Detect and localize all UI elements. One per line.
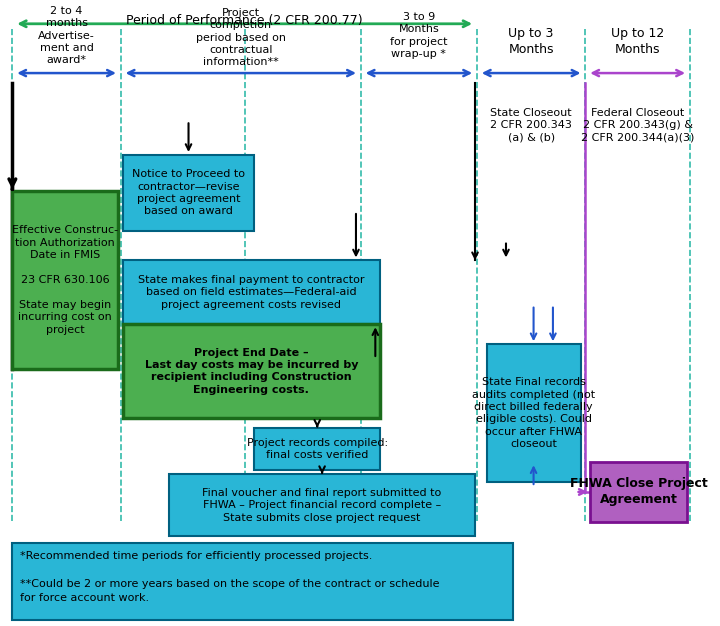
Bar [169,475,475,536]
Text: Notice to Proceed to
contractor—revise
project agreement
based on award: Notice to Proceed to contractor—revise p… [132,169,245,217]
Text: State Closeout
2 CFR 200.343
(a) & (b): State Closeout 2 CFR 200.343 (a) & (b) [490,108,572,143]
Text: Effective Construc-
tion Authorization
Date in FMIS

23 CFR 630.106

State may b: Effective Construc- tion Authorization D… [12,225,118,335]
Text: *Recommended time periods for efficiently processed projects.

**Could be 2 or m: *Recommended time periods for efficientl… [20,551,440,603]
Text: Project records compiled:
final costs verified: Project records compiled: final costs ve… [247,438,388,460]
Text: State Final records
audits completed (not
direct billed federally
eligible costs: State Final records audits completed (no… [472,377,595,449]
Text: FHWA Close Project
Agreement: FHWA Close Project Agreement [570,478,708,506]
Bar [12,192,118,369]
Text: Final voucher and final report submitted to
FHWA – Project financial record comp: Final voucher and final report submitted… [202,488,441,523]
Text: Project End Date –
Last day costs may be incurred by
recipient including Constru: Project End Date – Last day costs may be… [145,347,358,395]
Bar [122,324,380,418]
Text: Up to 12
Months: Up to 12 Months [611,27,665,56]
Text: Project
completion
period based on
contractual
information**: Project completion period based on contr… [196,8,286,68]
Bar [122,155,254,231]
Text: Federal Closeout
2 CFR 200.343(g) &
2 CFR 200.344(a)(3): Federal Closeout 2 CFR 200.343(g) & 2 CF… [581,108,694,143]
Bar [590,463,687,521]
Text: 2 to 4
months
Advertise-
ment and
award*: 2 to 4 months Advertise- ment and award* [38,6,95,66]
Bar [487,344,580,482]
Text: Up to 3
Months: Up to 3 Months [508,27,554,56]
Text: Period of Performance (2 CFR 200.77): Period of Performance (2 CFR 200.77) [126,14,363,28]
Bar [122,260,380,324]
Text: 3 to 9
Months
for project
wrap-up *: 3 to 9 Months for project wrap-up * [390,12,448,59]
Bar [12,543,513,620]
Bar [254,428,380,470]
Text: State makes final payment to contractor
based on field estimates—Federal-aid
pro: State makes final payment to contractor … [138,275,365,310]
